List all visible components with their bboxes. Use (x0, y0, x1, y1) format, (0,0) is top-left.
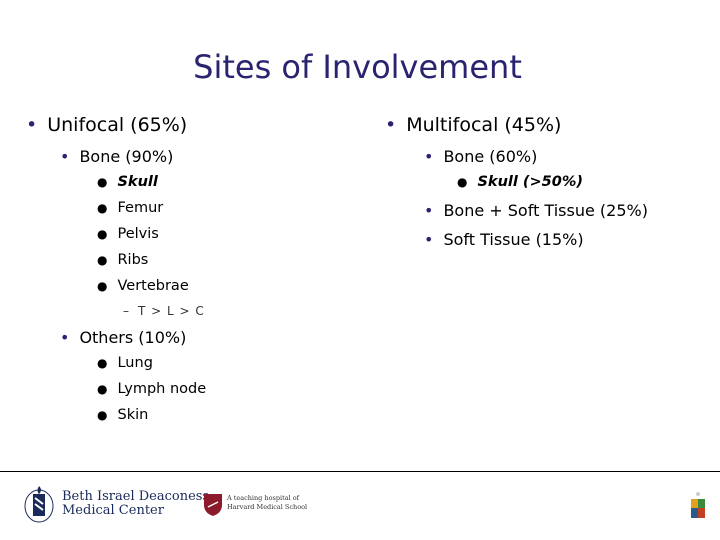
bullet-text: Skull (>50%) (477, 174, 583, 190)
bullet-text: Others (10%) (79, 328, 187, 347)
bullet-bone: • Bone (90%) (60, 147, 174, 166)
institution-crest-icon (690, 490, 706, 524)
bullet-others: • Others (10%) (60, 328, 187, 347)
bullet-vertebrae: ● Vertebrae (97, 278, 189, 294)
bidmc-seal-icon (24, 486, 54, 523)
bullet-text: Multifocal (45%) (406, 114, 562, 136)
bidmc-name: Beth Israel Deaconess Medical Center (62, 490, 209, 518)
bullet-text: Pelvis (117, 226, 159, 242)
bullet-lymph-node: ● Lymph node (97, 381, 207, 397)
bullet-bone-soft-tissue: • Bone + Soft Tissue (25%) (424, 201, 648, 220)
bullet-ribs: ● Ribs (97, 252, 149, 268)
bullet-soft-tissue: • Soft Tissue (15%) (424, 230, 584, 249)
bidmc-line1: Beth Israel Deaconess (62, 489, 210, 504)
slide-title: Sites of Involvement (193, 48, 522, 86)
bullet-text: Skin (117, 407, 149, 423)
bidmc-line2: Medical Center (62, 503, 164, 518)
bullet-skull: ● Skull (97, 174, 158, 190)
bullet-text: Bone (60%) (443, 147, 538, 166)
bullet-text: Femur (117, 200, 164, 216)
bullet-tlc: – T > L > C (123, 304, 205, 318)
footer-divider (0, 471, 720, 472)
bullet-text: T > L > C (138, 304, 205, 318)
bullet-text: Skull (117, 174, 158, 190)
bullet-text: Lymph node (117, 381, 207, 397)
bullet-text: Bone (90%) (79, 147, 174, 166)
bullet-multifocal: • Multifocal (45%) (385, 114, 562, 136)
bullet-unifocal: • Unifocal (65%) (26, 114, 188, 136)
bullet-text: Lung (117, 355, 153, 371)
bidmc-logo (22, 484, 58, 528)
bullet-text: Unifocal (65%) (47, 114, 188, 136)
bullet-text: Soft Tissue (15%) (443, 230, 584, 249)
bullet-text: Bone + Soft Tissue (25%) (443, 201, 648, 220)
bullet-femur: ● Femur (97, 200, 164, 216)
bullet-text: Vertebrae (117, 278, 189, 294)
bullet-text: Ribs (117, 252, 149, 268)
bullet-skull-multi: ● Skull (>50%) (457, 174, 583, 190)
harvard-shield-icon (203, 493, 223, 521)
bullet-pelvis: ● Pelvis (97, 226, 159, 242)
harvard-line2: Harvard Medical School (227, 503, 308, 511)
bullet-lung: ● Lung (97, 355, 153, 371)
harvard-text: A teaching hospital of Harvard Medical S… (227, 494, 307, 512)
bullet-skin: ● Skin (97, 407, 149, 423)
harvard-line1: A teaching hospital of (227, 494, 300, 502)
bullet-bone-multi: • Bone (60%) (424, 147, 538, 166)
